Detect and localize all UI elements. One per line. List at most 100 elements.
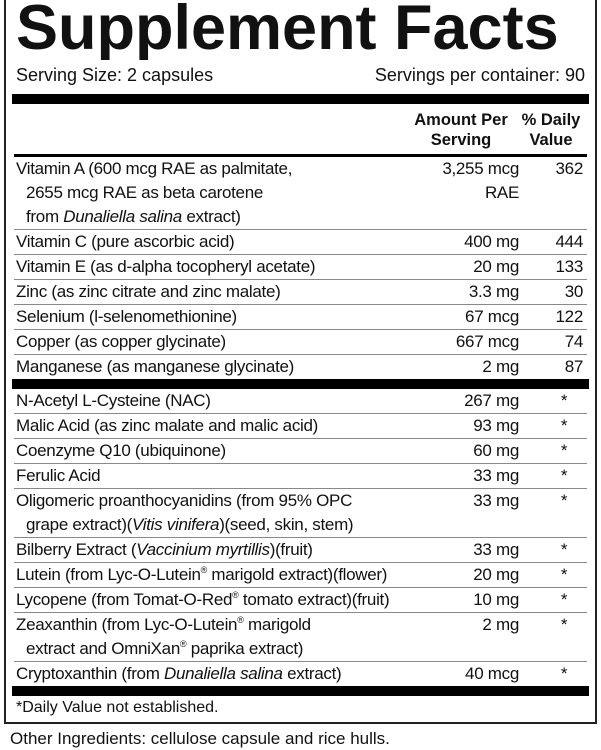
divider-bar (12, 379, 589, 389)
daily-value: * (560, 441, 568, 460)
name-text: marigold extract)(flower) (206, 565, 388, 584)
daily-value: * (560, 590, 568, 609)
amount-per-serving: 33 mg (473, 491, 519, 510)
registered-mark: ® (237, 615, 244, 625)
nutrient-row: Zeaxanthin (from Lyc-O-Lutein® marigold e… (14, 613, 587, 662)
daily-value: 122 (555, 307, 584, 326)
amount-per-serving: 3.3 mg (468, 282, 519, 301)
name-text: Oligomeric proanthocyanidins (from 95% O… (16, 491, 353, 510)
daily-value: 30 (564, 282, 584, 301)
amount-per-serving: 33 mg (473, 540, 519, 559)
panel-title: Supplement Facts (16, 0, 559, 60)
daily-value: * (560, 491, 568, 510)
serving-size: Serving Size: 2 capsules (16, 65, 214, 85)
amount-per-serving: 400 mg (464, 232, 519, 251)
name-text: Selenium (l-selenomethionine) (16, 307, 237, 326)
name-text: Cryptoxanthin (from (16, 664, 164, 683)
amount-per-serving: 2 mg (482, 357, 519, 376)
other-nutrients-section: N-Acetyl L-Cysteine (NAC) 267 mg * Malic Ac… (14, 389, 587, 686)
name-text: Coenzyme Q10 (ubiquinone) (16, 441, 226, 460)
nutrient-name: Malic Acid (as zinc malate and malic aci… (16, 414, 417, 438)
name-text: paprika extract) (186, 639, 304, 658)
name-text: Vaccinium myrtillis (136, 540, 270, 559)
nutrient-row: Oligomeric proanthocyanidins (from 95% O… (14, 489, 587, 538)
daily-value: * (560, 540, 568, 559)
amount-per-serving: 33 mg (473, 466, 519, 485)
daily-value: * (560, 664, 568, 683)
name-text: grape extract)( (26, 515, 133, 534)
registered-mark: ® (200, 565, 208, 575)
other-ingredients: Other Ingredients: cellulose capsule and… (10, 729, 390, 748)
amount-per-serving: 3,255 mcg RAE (442, 159, 519, 202)
nutrient-name: Lycopene (from Tomat-O-Red® tomato extra… (16, 588, 417, 612)
nutrient-row: Lutein (from Lyc-O-Lutein® marigold extr… (14, 563, 587, 588)
amount-header: Amount Per Serving (414, 111, 508, 149)
nutrient-name: Selenium (l-selenomethionine) (16, 305, 417, 329)
amount-per-serving: 267 mg (464, 391, 519, 410)
name-text: Manganese (as manganese glycinate) (16, 357, 295, 376)
nutrient-name: Zeaxanthin (from Lyc-O-Lutein® marigold e… (16, 613, 417, 661)
vitamins-section: Vitamin A (600 mcg RAE as palmitate, 2655… (14, 157, 587, 379)
footnote: *Daily Value not established. (16, 699, 219, 716)
nutrient-name: Cryptoxanthin (from Dunaliella salina ex… (16, 662, 417, 686)
name-text: )(fruit) (269, 540, 313, 559)
amount-per-serving: 40 mcg (465, 664, 519, 683)
amount-per-serving: 20 mg (473, 257, 519, 276)
amount-per-serving: 10 mg (473, 590, 519, 609)
name-text: from (26, 207, 64, 226)
name-text: Ferulic Acid (16, 466, 101, 485)
nutrient-row: Zinc (as zinc citrate and zinc malate) 3.… (14, 280, 587, 305)
nutrient-row: Lycopene (from Tomat-O-Red® tomato extra… (14, 588, 587, 613)
nutrient-name: Bilberry Extract (Vaccinium myrtillis)(f… (16, 538, 417, 562)
name-text: 2655 mcg RAE as beta carotene (26, 183, 264, 202)
name-text: Vitamin C (pure ascorbic acid) (16, 232, 235, 251)
nutrient-name: Vitamin E (as d-alpha tocopheryl acetate… (16, 255, 417, 279)
nutrient-row: Coenzyme Q10 (ubiquinone) 60 mg * (14, 439, 587, 464)
name-text: extract) (282, 664, 342, 683)
name-text: Malic Acid (as zinc malate and malic aci… (16, 416, 319, 435)
name-text: Dunaliella salina (63, 207, 182, 226)
nutrient-row: Cryptoxanthin (from Dunaliella salina ex… (14, 662, 587, 686)
daily-value: 87 (564, 357, 584, 376)
name-text: Vitis vinifera (132, 515, 220, 534)
nutrient-name: N-Acetyl L-Cysteine (NAC) (16, 389, 417, 413)
name-text: marigold (243, 615, 311, 634)
name-text: tomato extract)(fruit) (238, 590, 390, 609)
name-text: Vitamin E (as d-alpha tocopheryl acetate… (16, 257, 316, 276)
daily-value: * (560, 615, 568, 634)
daily-value: * (560, 416, 568, 435)
name-text: N-Acetyl L-Cysteine (NAC) (16, 391, 211, 410)
name-text: Lycopene (from Tomat-O-Red (16, 590, 233, 609)
amount-per-serving: 2 mg (482, 615, 519, 634)
name-text: Vitamin A (600 mcg RAE as palmitate, (16, 159, 293, 178)
name-text: Zinc (as zinc citrate and zinc malate) (16, 282, 281, 301)
servings-per-container: Servings per container: 90 (374, 65, 585, 85)
daily-value: * (560, 565, 568, 584)
nutrient-name: Copper (as copper glycinate) (16, 330, 417, 354)
daily-value: 362 (555, 159, 584, 178)
name-text: extract) (181, 207, 241, 226)
name-text: )(seed, skin, stem) (219, 515, 354, 534)
daily-value: 444 (555, 232, 584, 251)
registered-mark: ® (232, 590, 239, 600)
name-text: Copper (as copper glycinate) (16, 332, 226, 351)
nutrient-row: Bilberry Extract (Vaccinium myrtillis)(f… (14, 538, 587, 563)
nutrient-row: Malic Acid (as zinc malate and malic aci… (14, 414, 587, 439)
name-text: Dunaliella salina (164, 664, 283, 683)
name-text: Bilberry Extract ( (16, 540, 137, 559)
nutrient-name: Ferulic Acid (16, 464, 417, 488)
nutrient-row: Manganese (as manganese glycinate) 2 mg 87 (14, 355, 587, 379)
nutrient-name: Vitamin C (pure ascorbic acid) (16, 230, 417, 254)
name-text: Zeaxanthin (from Lyc-O-Lutein (16, 615, 238, 634)
supplement-facts-panel: Supplement Facts Serving Size: 2 capsule… (4, 0, 597, 724)
column-header: Amount Per Serving % Daily Value (14, 104, 587, 157)
nutrient-name: Lutein (from Lyc-O-Lutein® marigold extr… (16, 563, 417, 587)
amount-per-serving: 667 mcg (455, 332, 519, 351)
divider-bar (12, 686, 589, 696)
daily-value: 74 (564, 332, 584, 351)
nutrient-row: Selenium (l-selenomethionine) 67 mcg 122 (14, 305, 587, 330)
nutrient-name: Zinc (as zinc citrate and zinc malate) (16, 280, 417, 304)
amount-per-serving: 60 mg (473, 441, 519, 460)
nutrient-row: Vitamin A (600 mcg RAE as palmitate, 2655… (14, 157, 587, 230)
divider-bar (12, 94, 589, 104)
